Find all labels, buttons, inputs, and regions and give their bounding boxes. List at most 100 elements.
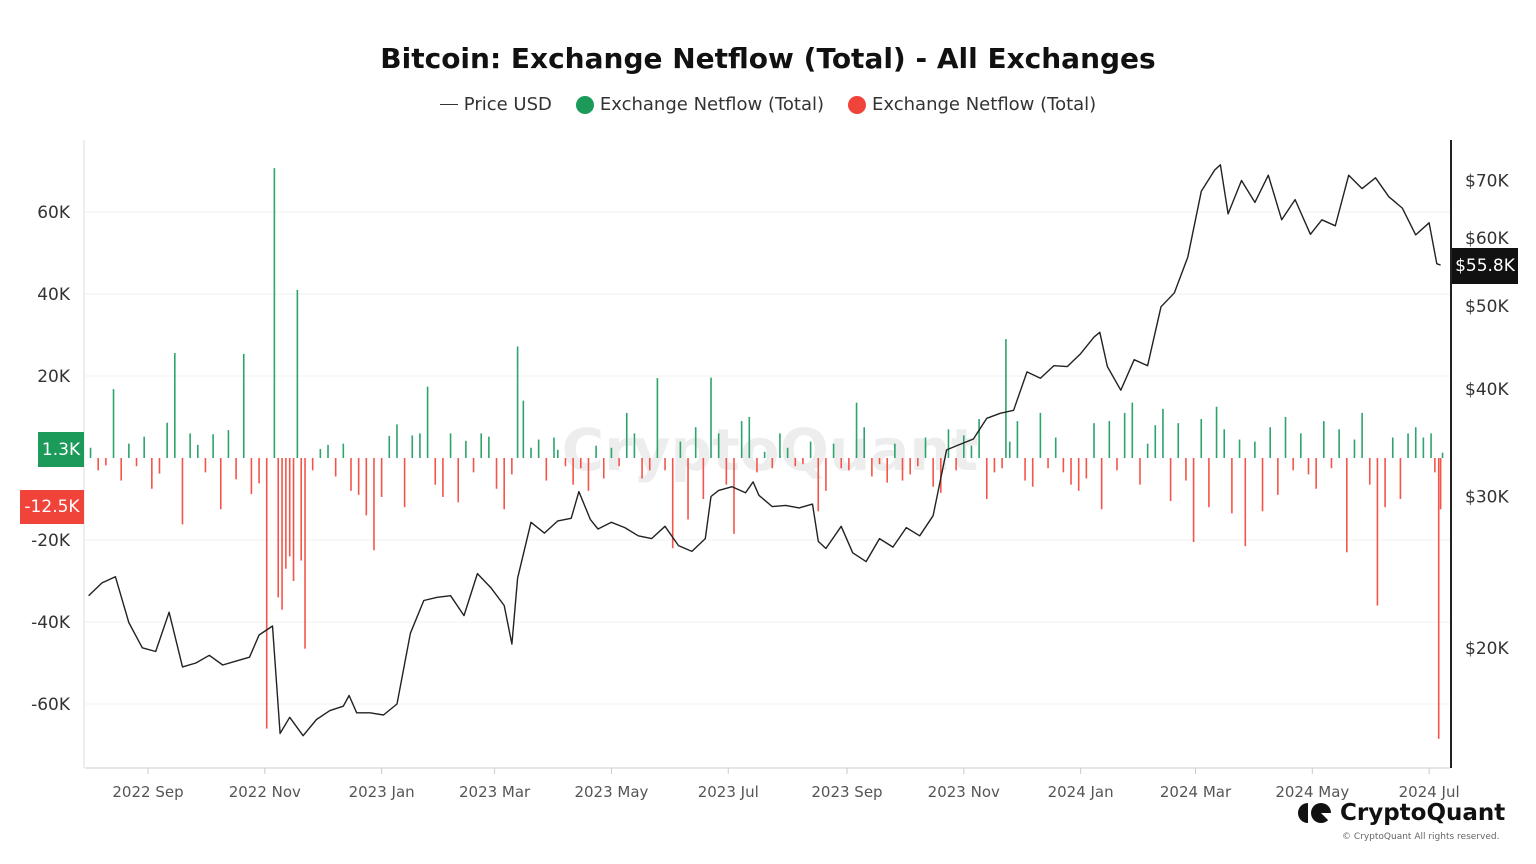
inflow-bar [1353,439,1356,458]
outflow-last-badge: -12.5K [20,490,84,524]
outflow-bar [648,458,651,471]
inflow-bar [1016,421,1019,458]
outflow-bar [434,458,437,485]
outflow-bar [97,458,100,471]
inflow-bar [1223,429,1226,458]
inflow-bar [1238,439,1241,458]
outflow-bar [292,458,295,581]
outflow-bar [288,458,291,557]
x-tick-label: 2023 Sep [811,783,882,801]
outflow-bar [1307,458,1310,475]
inflow-bar [522,400,525,458]
outflow-bar [579,458,582,469]
inflow-bar [978,419,980,458]
inflow-bar [832,443,835,458]
inflow-bar [411,435,414,458]
legend-item-inflow[interactable]: Exchange Netflow (Total) [575,94,825,115]
inflow-bar [426,386,429,458]
inflow-bar [516,346,519,458]
outflow-bar [277,458,280,598]
inflow-bar [342,443,345,458]
legend-item-price[interactable]: Price USD [439,94,552,115]
y-right-tick-label: $40K [1465,380,1509,400]
x-tick-label: 2024 Mar [1160,783,1232,801]
inflow-bar [166,422,168,458]
outflow-bar [304,458,306,649]
outflow-bar [1277,458,1279,495]
y-left-tick-label: 40K [37,285,71,305]
legend-label: Exchange Netflow (Total) [599,94,825,115]
inflow-bar [1300,433,1302,458]
inflow-bar [625,412,628,458]
inflow-bar [717,433,720,458]
inflow-bar [1430,433,1432,458]
legend-item-outflow[interactable]: Exchange Netflow (Total) [848,94,1096,115]
outflow-bar [1077,458,1080,491]
inflow-bar [196,444,199,458]
inflow-bar [947,429,950,458]
outflow-bar [1001,458,1003,469]
outflow-bar [350,458,352,491]
inflow-bar [189,433,191,458]
inflow-bar [212,434,214,458]
outflow-bar [602,458,605,479]
inflow-bar [242,353,245,458]
legend-label: Price USD [463,94,552,115]
inflow-bar [779,433,781,458]
outflow-bar [1315,458,1317,489]
outflow-bar [1434,458,1436,473]
y-right-tick-label: $20K [1465,639,1509,659]
outflow-bar [545,458,548,481]
outflow-bar [1368,458,1371,485]
outflow-bar [725,458,728,485]
x-tick-label: 2022 Nov [229,783,301,801]
outflow-bar [664,458,666,471]
outflow-bar [733,458,735,534]
outflow-bar [373,458,375,551]
outflow-bar [442,458,444,497]
inflow-bar [327,444,329,458]
inflow-bar [1215,406,1218,458]
outflow-bar [265,458,268,729]
legend-label: Exchange Netflow (Total) [872,94,1097,115]
outflow-bar [878,458,881,465]
outflow-bar [1231,458,1233,514]
outflow-bar [587,458,590,491]
outflow-bar [1185,458,1187,481]
inflow-bar [1323,421,1325,458]
inflow-bar [1039,412,1042,458]
watermark: CryptoQuant [562,416,979,484]
outflow-bar [135,458,138,467]
y-left-tick-label: -60K [31,695,71,715]
outflow-bar [985,458,988,499]
inflow-bar [419,433,421,458]
x-tick-label: 2023 Mar [459,783,531,801]
inflow-bar [465,440,467,458]
x-tick-label: 2023 Jan [349,783,415,801]
outflow-bar [1384,458,1386,508]
outflow-bar [380,458,383,497]
outflow-bar [825,458,827,491]
outflow-bar [641,458,643,479]
inflow-bar [557,449,559,458]
inflow-bar [1422,437,1425,458]
outflow-bar [1169,458,1172,502]
outflow-bar [1062,458,1065,473]
outflow-bar [564,458,567,467]
outflow-bar [503,458,505,510]
outflow-bar [457,458,460,503]
x-tick-label: 2022 Sep [112,783,183,801]
outflow-bar [181,458,184,525]
inflow-bar [537,439,540,458]
outflow-bar [848,458,850,471]
outflow-bar [702,458,705,499]
outflow-bar [917,458,919,467]
inflow-bar [610,447,613,458]
inflow-bar [1123,412,1126,458]
inflow-bar [633,433,636,458]
outflow-bar [955,458,957,471]
outflow-bar [1047,458,1049,469]
inflow-bar [656,378,659,458]
inflow-bar [1177,423,1180,458]
legend: Price USD Exchange Netflow (Total) Excha… [0,94,1536,115]
